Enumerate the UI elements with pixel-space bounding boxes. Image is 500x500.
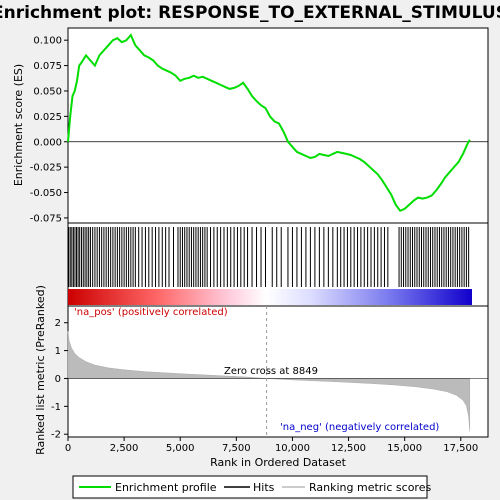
ranked-metric-y-tick-label: -2 [51,430,61,441]
x-tick-label: 2,500 [110,443,139,454]
ranked-metric-y-label: Ranked list metric (PreRanked) [34,285,47,455]
enrichment-y-ticks: 0.100 0.075 0.050 0.025 0.000 -0.025 -0.050 -0.… [30,36,68,224]
x-tick-label: 0 [65,443,71,454]
rank-x-ticks: 0 2,500 5,000 7,500 10,000 12,500 15,000 17,500 [65,437,478,454]
rank-color-bar [68,289,472,305]
enrichment-profile-line [67,33,471,213]
ranked-metric-y-tick-label: -1 [51,402,61,413]
x-tick-label: 5,000 [166,443,195,454]
ranked-metric-y-tick-label: 2 [55,318,61,329]
x-tick-label: 12,500 [331,443,366,454]
ranked-metric-y-ticks: 2 1 0 -1 -2 [51,318,68,441]
enrichment-y-tick-label: 0.000 [33,137,62,148]
x-tick-label: 7,500 [222,443,251,454]
positive-correlation-label: 'na_pos' (positively correlated) [74,307,228,318]
x-tick-label: 17,500 [443,443,478,454]
enrichment-y-tick-label: -0.050 [30,188,62,199]
enrichment-panel: 0.100 0.075 0.050 0.025 0.000 -0.025 -0.050 -0.… [12,27,489,224]
ranked-metric-panel: 2 1 0 -1 -2 0 2,500 5,000 7,500 10,000 12,500 15,0… [34,285,489,469]
zero-cross-label: Zero cross at 8849 [224,366,318,377]
legend-label-hits: Hits [253,481,275,494]
chart-title: Enrichment plot: RESPONSE_TO_EXTERNAL_ST… [0,3,500,23]
enrichment-y-tick-label: 0.025 [33,112,62,123]
x-tick-label: 10,000 [275,443,310,454]
legend: Enrichment profile Hits Ranking metric s… [72,475,431,499]
legend-label-enrichment: Enrichment profile [115,481,217,494]
negative-correlation-label: 'na_neg' (negatively correlated) [280,422,439,433]
enrichment-y-tick-label: -0.025 [30,163,62,174]
enrichment-y-tick-label: 0.100 [33,36,62,47]
enrichment-y-label: Enrichment score (ES) [12,64,25,186]
enrichment-y-tick-label: 0.075 [33,61,62,72]
x-axis-label: Rank in Ordered Dataset [210,456,347,469]
enrichment-y-tick-label: 0.050 [33,86,62,97]
legend-label-ranking: Ranking metric scores [309,481,431,494]
enrichment-plot-area [67,27,489,224]
enrichment-y-tick-label: -0.075 [30,213,62,224]
ranked-metric-y-tick-label: 1 [55,346,61,357]
x-tick-label: 15,000 [387,443,422,454]
hits-panel [67,222,489,307]
ranked-metric-y-tick-label: 0 [55,374,61,385]
hit-markers [68,227,470,287]
